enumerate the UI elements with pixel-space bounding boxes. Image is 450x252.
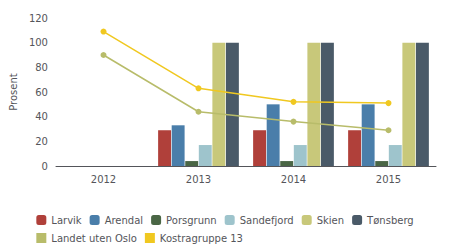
svg-text:100: 100: [29, 37, 48, 48]
svg-text:Landet uten Oslo: Landet uten Oslo: [51, 233, 137, 244]
svg-text:Tønsberg: Tønsberg: [366, 215, 414, 226]
svg-text:2012: 2012: [91, 174, 116, 185]
svg-text:Porsgrunn: Porsgrunn: [166, 215, 217, 226]
svg-text:Kostragruppe 13: Kostragruppe 13: [160, 233, 243, 244]
svg-text:20: 20: [35, 136, 48, 147]
svg-text:Arendal: Arendal: [105, 215, 143, 226]
svg-text:2014: 2014: [281, 174, 306, 185]
svg-text:80: 80: [35, 62, 48, 73]
svg-text:40: 40: [35, 111, 48, 122]
svg-text:120: 120: [29, 13, 48, 24]
svg-text:2015: 2015: [376, 174, 401, 185]
svg-text:Prosent: Prosent: [8, 73, 19, 111]
svg-text:Skien: Skien: [317, 215, 344, 226]
svg-text:Sandefjord: Sandefjord: [240, 215, 294, 226]
svg-text:60: 60: [35, 87, 48, 98]
svg-text:Larvik: Larvik: [51, 215, 82, 226]
svg-text:0: 0: [42, 161, 48, 172]
svg-text:2013: 2013: [186, 174, 211, 185]
